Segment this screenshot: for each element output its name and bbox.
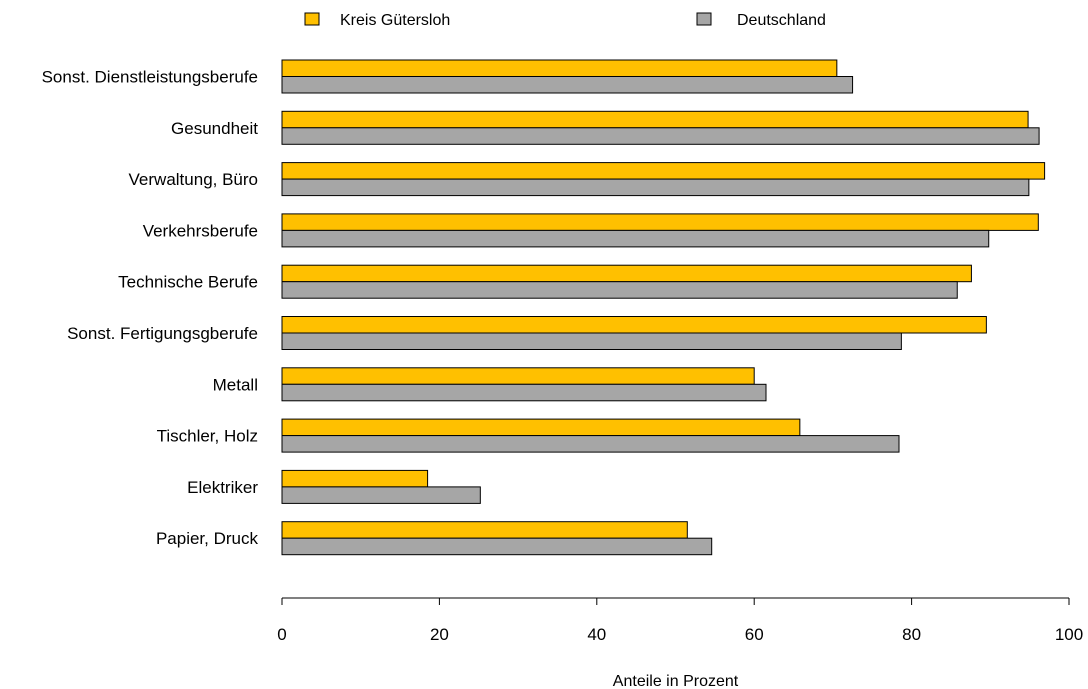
category-label: Papier, Druck — [156, 529, 259, 548]
category-label: Verkehrsberufe — [143, 221, 258, 240]
x-tick-label: 100 — [1055, 625, 1083, 644]
bar-kreis-g-tersloh-tischler-holz — [281, 418, 801, 437]
bar-kreis-g-tersloh-technische-berufe — [281, 264, 972, 283]
bar-kreis-g-tersloh-sonst-fertigungsgberufe — [281, 316, 987, 334]
legend-label: Deutschland — [737, 12, 826, 29]
category-label: Verwaltung, Büro — [129, 170, 258, 189]
category-label: Technische Berufe — [118, 273, 258, 292]
bar-deutschland-verwaltung-b-ro — [281, 178, 1030, 197]
legend-swatch-kreis-g-tersloh — [304, 12, 320, 26]
x-axis-title: Anteile in Prozent — [613, 673, 739, 689]
category-label: Sonst. Dienstleistungsberufe — [42, 68, 258, 87]
category-label: Tischler, Holz — [157, 427, 258, 446]
x-tick-label: 60 — [745, 625, 764, 644]
bar-deutschland-sonst-fertigungsgberufe — [281, 332, 902, 350]
legend-swatch-deutschland — [696, 12, 712, 26]
category-label: Sonst. Fertigungsgberufe — [67, 324, 258, 343]
bar-kreis-g-tersloh-gesundheit — [281, 110, 1029, 129]
x-tick-label: 0 — [277, 625, 286, 644]
bar-kreis-g-tersloh-elektriker — [281, 469, 429, 488]
category-labels: Sonst. Dienstleistungsberufe Gesundheit Ve… — [42, 68, 259, 549]
category-label: Metall — [213, 375, 258, 394]
x-axis: 0 20 40 60 80 100 — [277, 597, 1083, 644]
bar-kreis-g-tersloh-papier-druck — [281, 521, 688, 539]
bar-deutschland-technische-berufe — [281, 281, 958, 299]
bar-deutschland-verkehrsberufe — [281, 229, 990, 248]
bar-kreis-g-tersloh-verkehrsberufe — [281, 213, 1039, 231]
legend-label: Kreis Gütersloh — [340, 12, 450, 29]
x-tick-label: 80 — [902, 625, 921, 644]
x-tick-label: 40 — [587, 625, 606, 644]
bar-kreis-g-tersloh-sonst-dienstleistungsberufe — [281, 59, 838, 77]
bar-deutschland-sonst-dienstleistungsberufe — [281, 76, 854, 94]
bar-deutschland-metall — [281, 383, 767, 402]
bar-deutschland-elektriker — [281, 486, 481, 504]
x-tick-label: 20 — [430, 625, 449, 644]
legend: Kreis Gütersloh Deutschland — [304, 12, 826, 29]
bar-kreis-g-tersloh-verwaltung-b-ro — [281, 162, 1046, 180]
bar-deutschland-gesundheit — [281, 127, 1040, 145]
category-label: Elektriker — [187, 478, 258, 497]
bar-kreis-g-tersloh-metall — [281, 367, 755, 385]
bar-deutschland-tischler-holz — [281, 435, 900, 453]
bar-deutschland-papier-druck — [281, 537, 713, 556]
category-label: Gesundheit — [171, 119, 258, 138]
bars — [281, 59, 1046, 556]
